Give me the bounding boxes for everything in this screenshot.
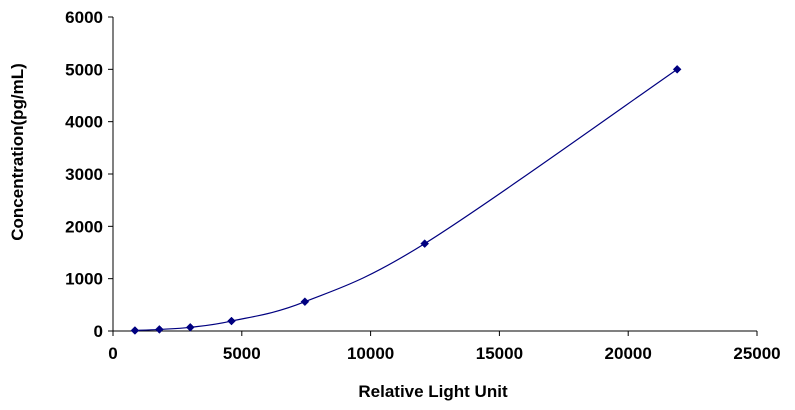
series-curve [134,68,678,332]
y-tick-label: 3000 [65,165,103,184]
x-tick-label: 25000 [733,344,780,363]
data-point-marker [185,322,195,332]
y-tick-label: 1000 [65,270,103,289]
data-point-marker [672,64,682,74]
data-point-marker [420,239,430,248]
x-tick-label: 5000 [223,344,261,363]
data-point-marker [130,326,140,335]
x-axis-title: Relative Light Unit [358,382,508,401]
y-tick-label: 6000 [65,8,103,27]
y-tick-label: 4000 [65,113,103,132]
x-tick-label: 20000 [605,344,652,363]
y-axis-title: Concentration(pg/mL) [8,63,27,241]
series-markers [130,64,682,335]
data-point-marker [155,325,164,334]
plot-area [112,17,757,332]
data-point-marker [300,297,310,307]
y-tick-label: 2000 [65,217,103,236]
y-ticks: 0 1000 2000 3000 4000 5000 6000 [65,8,113,341]
y-tick-label: 5000 [65,60,103,79]
data-point-marker [227,316,236,326]
x-tick-label: 0 [108,344,117,363]
x-tick-label: 15000 [476,344,523,363]
x-tick-label: 10000 [347,344,394,363]
x-ticks: 0 5000 10000 15000 20000 25000 [108,331,781,363]
y-tick-label: 0 [94,322,103,341]
